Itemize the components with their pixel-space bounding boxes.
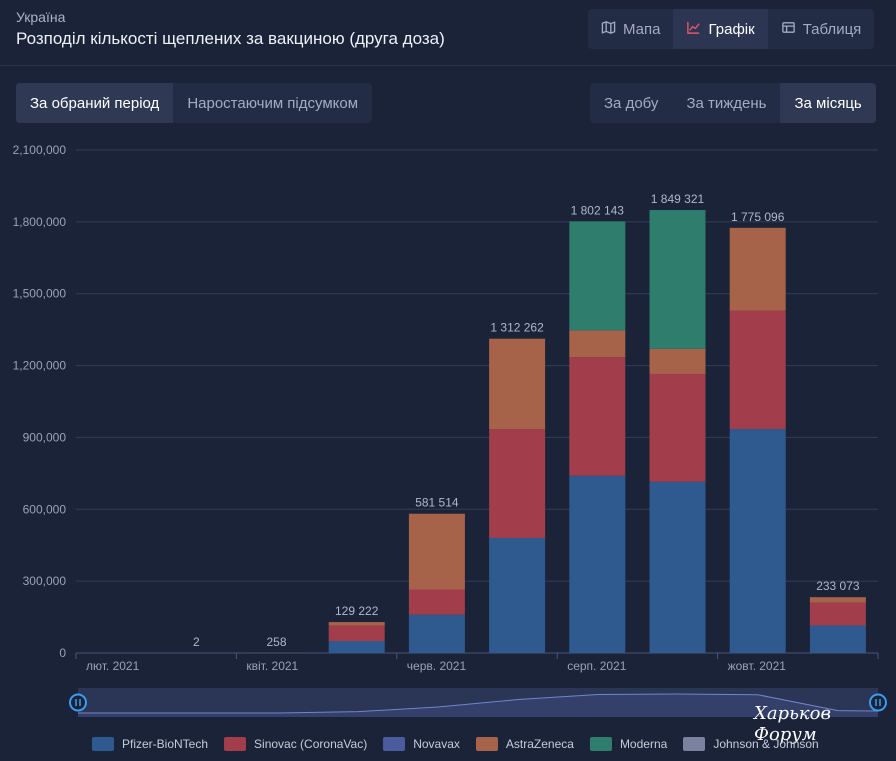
bar-segment [328, 641, 385, 653]
data-label: 258 [266, 635, 286, 649]
watermark: Харьков Форум [754, 703, 831, 745]
legend-label: Novavax [413, 737, 460, 751]
bar-segment [408, 589, 465, 615]
line-chart-icon [686, 20, 701, 39]
tab-map-label: Мапа [623, 20, 661, 38]
slider-handle-right[interactable] [869, 693, 887, 712]
data-label: 581 514 [415, 496, 459, 510]
mode-switch: За обраний період Наростаючим підсумком [16, 83, 373, 123]
bar-segment [408, 513, 465, 590]
bar-segment [328, 622, 385, 626]
bar-segment [809, 602, 866, 626]
slider-handle-left[interactable] [69, 693, 87, 712]
data-label: 129 222 [335, 604, 379, 618]
x-tick-label: квіт. 2021 [246, 659, 298, 673]
period-switch: За добу За тиждень За місяць [590, 83, 876, 123]
bar-segment [569, 357, 626, 476]
legend-label: Sinovac (CoronaVac) [254, 737, 368, 751]
tab-chart-label: Графік [708, 20, 755, 38]
tab-selected-period[interactable]: За обраний період [16, 83, 174, 123]
legend-item-moderna[interactable]: Moderna [589, 737, 668, 751]
page-title: Розподіл кількості щеплених за вакциною … [16, 29, 445, 48]
legend-label: Johnson & Johnson [713, 737, 819, 751]
bar-segment [569, 475, 626, 653]
legend-label: AstraZeneca [505, 737, 574, 751]
legend-swatch [224, 737, 247, 751]
y-tick-label: 900,000 [23, 430, 67, 444]
bar-segment [489, 429, 546, 539]
total-labels: 2 258 129 222 581 514 1 312 262 1 802 143 1 84… [193, 192, 860, 649]
bar-segment [729, 227, 786, 311]
legend-swatch [589, 737, 612, 751]
bar-segment [649, 373, 706, 482]
grid-lines [76, 149, 878, 654]
bar-segment [489, 538, 546, 653]
bar-segment [489, 338, 546, 430]
bar-segment [408, 614, 465, 653]
y-tick-label: 2,100,000 [13, 143, 67, 157]
bar-segment [649, 348, 706, 374]
slider-area [78, 694, 878, 717]
bars [168, 210, 866, 653]
range-slider[interactable] [69, 688, 887, 717]
x-tick-label: черв. 2021 [407, 659, 467, 673]
bar-segment [729, 310, 786, 430]
bar-segment [729, 429, 786, 653]
data-label: 1 849 321 [651, 192, 705, 206]
page-header: Україна Розподіл кількості щеплених за в… [0, 0, 896, 66]
tab-month[interactable]: За місяць [780, 83, 876, 123]
region-label: Україна [16, 9, 66, 25]
bar-segment [569, 221, 626, 331]
map-icon [601, 20, 616, 39]
legend-item-novavax[interactable]: Novavax [383, 737, 460, 751]
y-tick-label: 300,000 [23, 574, 67, 588]
legend-swatch [683, 737, 706, 751]
bar-segment [649, 481, 706, 653]
table-icon [781, 20, 796, 39]
data-label: 1 312 262 [490, 321, 544, 335]
x-tick-label: лют. 2021 [86, 659, 140, 673]
slider-line [78, 693, 879, 714]
tab-table-label: Таблиця [802, 20, 862, 38]
tab-day[interactable]: За добу [604, 94, 659, 112]
tab-map[interactable]: Мапа [588, 9, 673, 49]
x-tick-label: жовт. 2021 [728, 659, 787, 673]
legend-item-sinovac[interactable]: Sinovac (CoronaVac) [224, 737, 367, 751]
legend-swatch [383, 737, 406, 751]
tab-cumulative[interactable]: Наростаючим підсумком [187, 94, 359, 112]
bar-segment [328, 625, 385, 642]
y-axis: 0 300,000 600,000 900,000 1,200,000 1,500,000… [13, 143, 67, 660]
x-tick-label: серп. 2021 [567, 659, 627, 673]
y-tick-label: 1,200,000 [13, 359, 67, 373]
bar-segment [809, 597, 866, 603]
legend-label: Pfizer-BioNTech [122, 737, 209, 751]
data-label: 1 775 096 [731, 210, 785, 224]
legend-label: Moderna [619, 737, 668, 751]
pause-icon [69, 693, 87, 712]
data-label: 1 802 143 [571, 203, 625, 217]
tab-chart[interactable]: Графік [673, 9, 768, 49]
y-tick-label: 600,000 [23, 502, 67, 516]
bar-segment [809, 625, 866, 653]
legend-swatch [92, 737, 114, 751]
x-axis: лют. 2021 квіт. 2021 черв. 2021 серп. 2021 ж… [75, 653, 879, 673]
legend-item-jj[interactable]: Johnson & Johnson [683, 737, 819, 751]
bar-segment [569, 330, 626, 358]
legend-swatch [475, 737, 498, 751]
data-label: 233 073 [816, 579, 860, 593]
bar-segment [649, 210, 706, 349]
legend: Pfizer-BioNTech Sinovac (CoronaVac) Nova… [92, 737, 819, 751]
y-tick-label: 1,500,000 [13, 287, 67, 301]
data-label: 2 [193, 635, 200, 649]
legend-item-astrazeneca[interactable]: AstraZeneca [475, 737, 574, 751]
y-tick-label: 0 [59, 646, 66, 660]
tab-week[interactable]: За тиждень [686, 94, 767, 112]
tab-table[interactable]: Таблиця [768, 9, 875, 49]
y-tick-label: 1,800,000 [13, 215, 67, 229]
pause-icon [869, 693, 887, 712]
view-switch: Мапа Графік Таблиця [588, 9, 875, 49]
legend-item-pfizer[interactable]: Pfizer-BioNTech [92, 737, 208, 751]
stacked-bar-chart: 0 300,000 600,000 900,000 1,200,000 1,500,000… [13, 143, 887, 717]
